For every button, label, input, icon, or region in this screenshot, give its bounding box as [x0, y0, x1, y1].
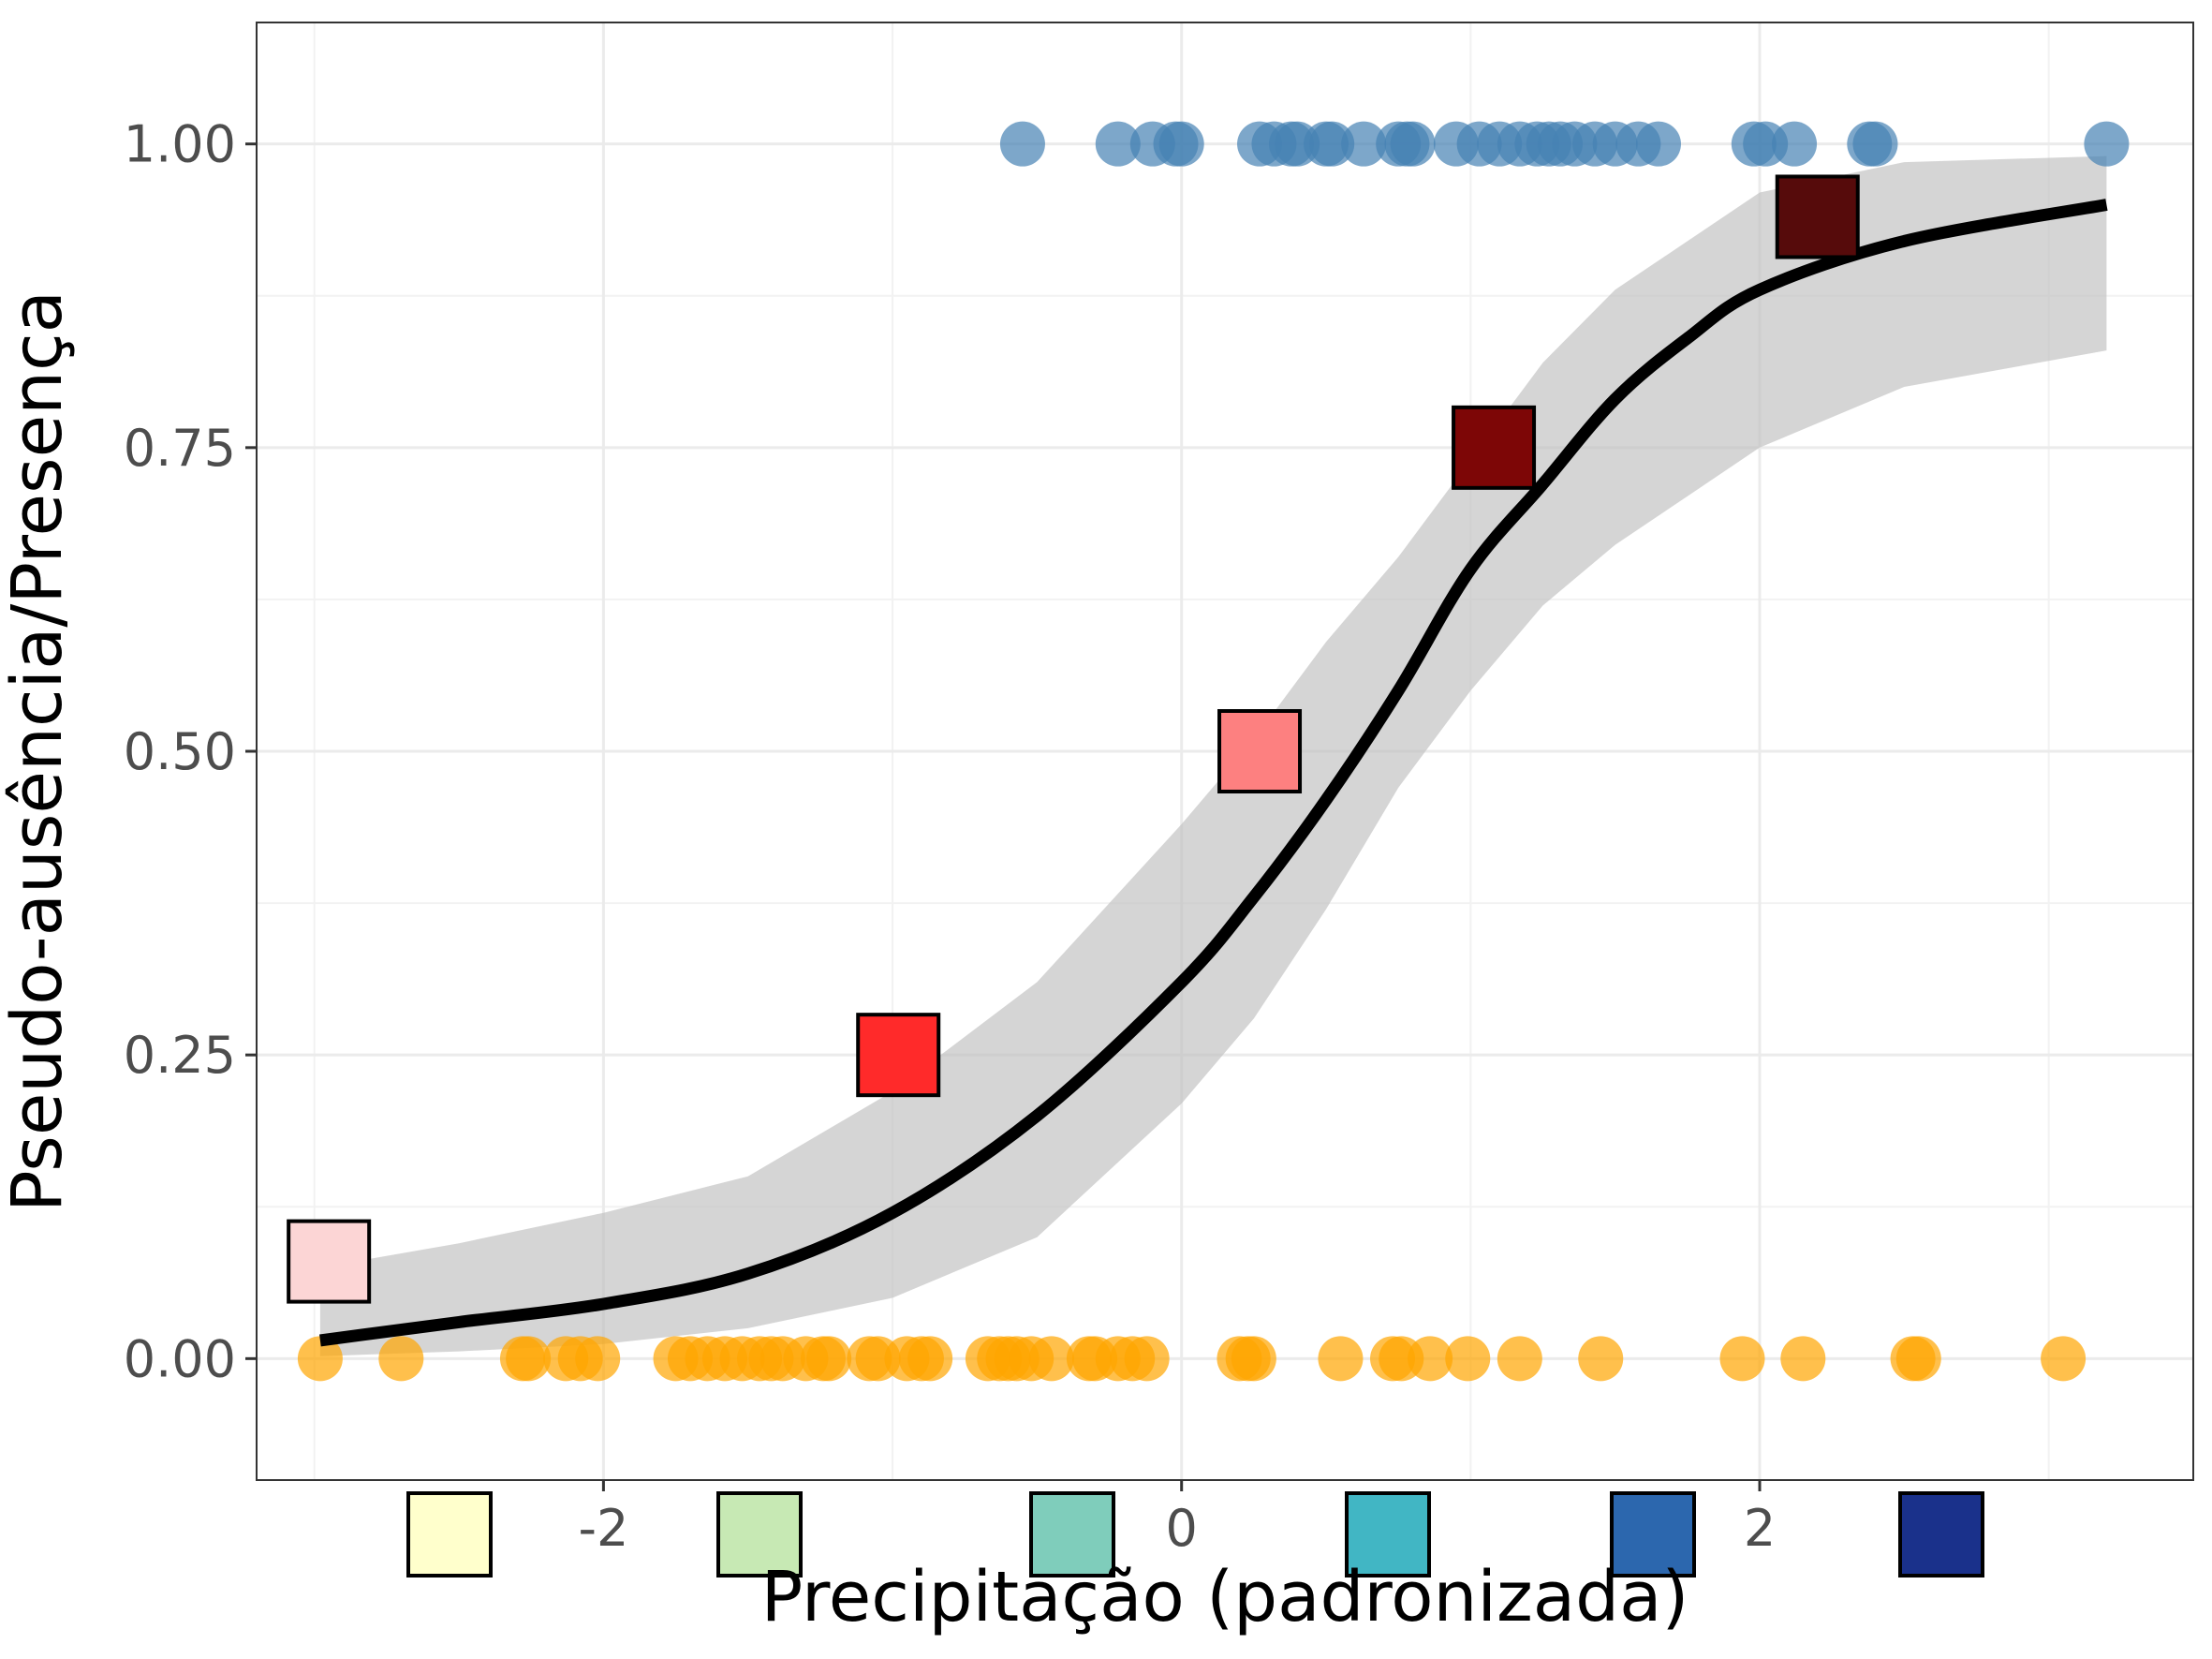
- absence-point: [806, 1336, 852, 1382]
- presence-point: [1158, 121, 1204, 167]
- legend-swatch: [406, 1491, 493, 1578]
- legend-swatch: [1029, 1491, 1115, 1578]
- y-tick-label: 0.25: [124, 1026, 236, 1085]
- fit-line: [319, 199, 2108, 1347]
- absence-point: [1445, 1336, 1491, 1382]
- absence-point: [1028, 1336, 1074, 1382]
- absence-point: [1780, 1336, 1826, 1382]
- absence-point: [1124, 1336, 1170, 1382]
- absence-point: [575, 1336, 621, 1382]
- data-points: [297, 121, 2130, 1382]
- confidence-band: [319, 156, 2107, 1356]
- legend: [406, 1491, 1984, 1578]
- legend-swatch: [1345, 1491, 1431, 1578]
- absence-point: [907, 1336, 953, 1382]
- y-tick-label: 0.75: [124, 419, 236, 478]
- binned-mean-square: [1452, 405, 1537, 490]
- axis-ticks: 0.00 0.25 0.50 0.75 1.00 -2 0 2: [124, 115, 1776, 1558]
- legend-swatch: [1610, 1491, 1696, 1578]
- presence-point: [999, 121, 1045, 167]
- absence-point: [1318, 1336, 1364, 1382]
- absence-point: [1497, 1336, 1542, 1382]
- binned-mean-square: [287, 1219, 372, 1304]
- x-tick-label: 2: [1744, 1499, 1776, 1558]
- absence-point: [2041, 1336, 2087, 1382]
- y-tick-label: 0.50: [124, 722, 236, 781]
- binned-means: [287, 174, 1860, 1304]
- absence-point: [1895, 1336, 1941, 1382]
- x-axis-title: Precipitação (padronizada): [761, 1557, 1689, 1637]
- absence-point: [1231, 1336, 1276, 1382]
- presence-point: [1309, 121, 1355, 167]
- absence-point: [1578, 1336, 1624, 1382]
- presence-point: [2084, 121, 2130, 167]
- y-tick-label: 1.00: [124, 115, 236, 174]
- legend-swatch: [1898, 1491, 1984, 1578]
- absence-point: [378, 1336, 424, 1382]
- absence-point: [1408, 1336, 1453, 1382]
- presence-point: [1341, 121, 1387, 167]
- binned-mean-square: [1217, 709, 1303, 793]
- binned-mean-square: [856, 1013, 941, 1098]
- presence-point: [1095, 121, 1141, 167]
- legend-swatch: [716, 1491, 803, 1578]
- absence-point: [297, 1336, 343, 1382]
- presence-point: [1635, 121, 1681, 167]
- logistic-fit-curve: [319, 199, 2108, 1347]
- confidence-ribbon: [319, 156, 2107, 1356]
- absence-point: [506, 1336, 552, 1382]
- y-tick-label: 0.00: [124, 1329, 236, 1388]
- binned-mean-square: [1775, 174, 1860, 259]
- presence-point: [1772, 121, 1818, 167]
- presence-point: [1852, 121, 1898, 167]
- y-axis-title: Pseudo-ausência/Presença: [0, 290, 78, 1212]
- x-tick-label: -2: [578, 1499, 628, 1558]
- x-tick-label: 0: [1166, 1499, 1198, 1558]
- presence-point: [1390, 121, 1436, 167]
- absence-point: [1719, 1336, 1765, 1382]
